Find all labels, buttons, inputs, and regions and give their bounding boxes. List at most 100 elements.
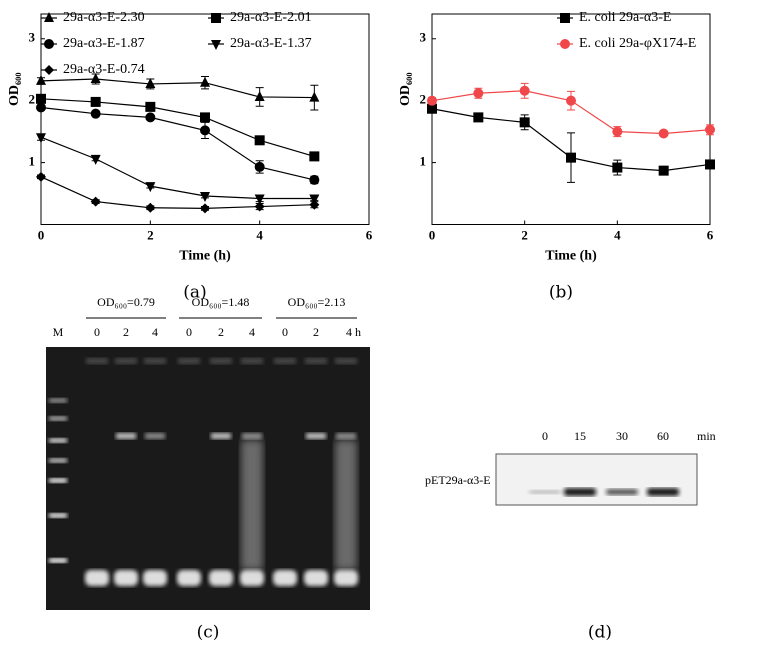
gel-band: [114, 570, 138, 586]
gel-smear: [241, 440, 263, 570]
gel-well: [115, 358, 137, 364]
series-line: [40, 98, 315, 157]
x-axis-label: Time (h): [179, 249, 231, 264]
y-tick-label: 1: [29, 154, 36, 169]
marker: [705, 124, 715, 135]
y-axis-label: OD₆₀₀: [7, 72, 22, 106]
gel-well: [210, 358, 232, 364]
lane-label: 4 h: [346, 325, 361, 339]
legend-label: 29a-α3-E-1.37: [230, 36, 312, 51]
legend-marker: [211, 40, 221, 50]
x-tick-label: 2: [147, 227, 154, 242]
marker: [309, 199, 320, 210]
gel-band: [211, 433, 231, 439]
gel-band: [209, 570, 233, 586]
gel-band: [145, 433, 165, 439]
marker: [566, 95, 576, 106]
marker: [200, 125, 210, 136]
panel-caption: (d): [588, 623, 612, 643]
legend-label: 29a-α3-E-0.74: [63, 62, 145, 77]
ladder-band: [49, 438, 67, 443]
panel-caption: (c): [197, 623, 220, 643]
legend-label: 29a-α3-E-2.30: [63, 10, 145, 25]
legend-label: E. coli 29a-α3-E: [579, 10, 671, 25]
marker: [145, 112, 156, 123]
legend-marker: [560, 13, 570, 23]
group-label: OD₆₀₀=1.48: [192, 295, 250, 309]
plot-frame: [431, 13, 711, 225]
marker: [519, 117, 530, 128]
series-line: [40, 78, 315, 99]
blot-band: [647, 488, 679, 496]
marker: [36, 74, 46, 85]
marker: [200, 203, 210, 214]
series-line: [40, 136, 315, 200]
marker: [90, 73, 101, 84]
lane-label: 30: [616, 429, 628, 443]
gel-band: [304, 570, 328, 586]
blot-band: [606, 489, 638, 495]
ladder-band: [49, 458, 67, 463]
series-line: [40, 106, 315, 181]
marker: [90, 108, 101, 119]
marker: [309, 91, 320, 102]
x-axis-label: Time (h): [545, 249, 597, 264]
marker: [658, 165, 669, 176]
gel-well: [86, 358, 108, 364]
plot-frame: [40, 13, 370, 225]
western-blot: [495, 453, 698, 506]
ladder-band: [49, 513, 67, 518]
marker: [473, 112, 484, 123]
group-label: OD₆₀₀=0.79: [97, 295, 155, 309]
marker: [658, 128, 669, 139]
y-tick-label: 1: [420, 154, 427, 169]
gel-band: [240, 570, 264, 586]
legend-marker: [44, 12, 54, 22]
marker: [145, 101, 156, 112]
marker: [254, 201, 265, 212]
lane-label: 15: [574, 429, 586, 443]
ladder-band: [49, 398, 67, 403]
marker: [705, 159, 715, 170]
gel-well: [335, 358, 357, 364]
gel-smear: [335, 440, 357, 570]
marker: [254, 161, 265, 172]
gel-image: [46, 347, 370, 610]
legend-marker: [44, 39, 54, 49]
x-tick-label: 6: [366, 227, 373, 242]
x-tick-label: 4: [256, 227, 263, 242]
x-tick-label: 0: [38, 227, 45, 242]
legend-label: E. coli 29a-φX174-E: [579, 36, 696, 51]
gel-well: [178, 358, 200, 364]
lane-label: 0: [542, 429, 548, 443]
lane-label: 60: [657, 429, 669, 443]
marker: [612, 162, 623, 173]
marker: [519, 85, 530, 96]
marker: [36, 133, 46, 144]
marker: [200, 76, 210, 87]
gel-band: [273, 570, 297, 586]
gel-well: [241, 358, 263, 364]
ladder-band: [49, 478, 67, 483]
series-line: [40, 176, 315, 210]
gel-background: [46, 347, 370, 610]
y-tick-label: 3: [420, 30, 427, 45]
x-tick-label: 2: [521, 227, 528, 242]
group-label: OD₆₀₀=2.13: [288, 295, 346, 309]
legend-marker: [211, 13, 221, 23]
x-tick-label: 6: [707, 227, 714, 242]
marker: [427, 103, 437, 114]
y-tick-label: 2: [29, 92, 36, 107]
marker: [566, 152, 576, 163]
lane-label: 4: [152, 325, 158, 339]
gel-band: [177, 570, 201, 586]
y-axis-label: OD₆₀₀: [398, 72, 413, 106]
marker: [36, 93, 46, 104]
y-tick-label: 2: [420, 92, 427, 107]
marker: [612, 126, 623, 137]
lane-label: 0: [186, 325, 192, 339]
marker: [309, 194, 320, 205]
marker: [36, 171, 46, 182]
gel-band: [242, 433, 262, 439]
